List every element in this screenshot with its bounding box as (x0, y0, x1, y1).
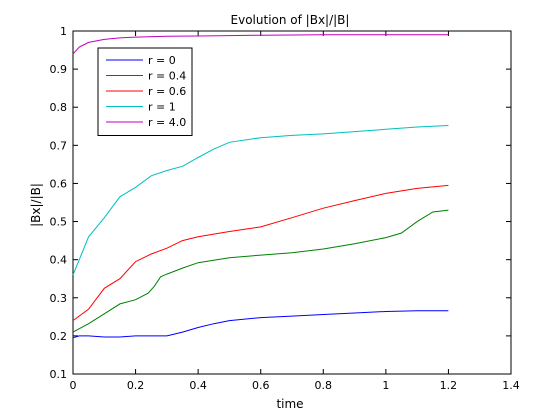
legend-label-4: r = 4.0 (148, 116, 186, 129)
x-tick-label: 1.4 (502, 379, 520, 392)
y-tick-label: 0.8 (50, 101, 68, 114)
x-axis-label: time (276, 397, 303, 411)
x-tick-label: 0.8 (315, 379, 333, 392)
y-tick-label: 0.6 (50, 177, 68, 190)
y-tick-label: 0.1 (50, 368, 68, 381)
legend-label-2: r = 0.6 (148, 85, 186, 98)
y-tick-label: 1 (60, 25, 67, 38)
x-tick-label: 0.6 (252, 379, 270, 392)
y-tick-label: 0.7 (50, 139, 68, 152)
y-tick-label: 0.3 (50, 292, 68, 305)
x-tick-label: 1 (382, 379, 389, 392)
y-tick-label: 0.4 (50, 254, 68, 267)
y-tick-label: 0.9 (50, 63, 68, 76)
series-line-3 (72, 125, 449, 276)
legend-box (97, 47, 193, 136)
series-line-0 (72, 310, 449, 339)
x-tick-label: 1.2 (440, 379, 458, 392)
series-line-1 (72, 209, 449, 333)
series-line-2 (72, 184, 449, 322)
series-line-4 (72, 34, 449, 55)
chart-title: Evolution of |Bx|/|B| (231, 13, 350, 27)
x-tick-label: 0 (70, 379, 77, 392)
legend-label-0: r = 0 (148, 54, 176, 67)
y-tick-label: 0.5 (50, 216, 68, 229)
y-axis-label: |Bx|/|B| (29, 183, 43, 227)
legend-label-3: r = 1 (148, 101, 176, 114)
x-tick-label: 0.2 (127, 379, 145, 392)
legend: r = 0 r = 0.4 r = 0.6 r = 1 r = 4.0 (97, 47, 193, 136)
legend-label-1: r = 0.4 (148, 70, 186, 83)
y-tick-label: 0.2 (50, 330, 68, 343)
x-tick-label: 0.4 (189, 379, 207, 392)
